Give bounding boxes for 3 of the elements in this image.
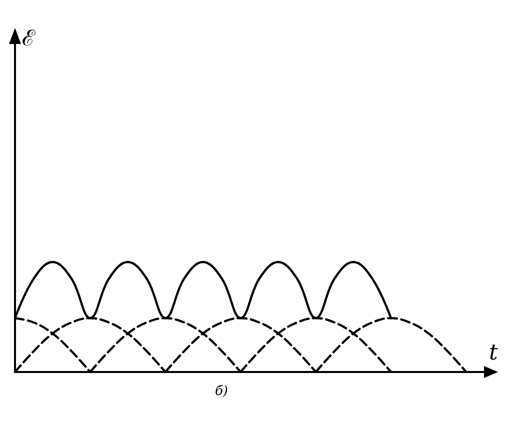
- text: б): [215, 384, 228, 399]
- x-axis-title: t: [489, 340, 498, 366]
- text: ℰ: [22, 26, 36, 52]
